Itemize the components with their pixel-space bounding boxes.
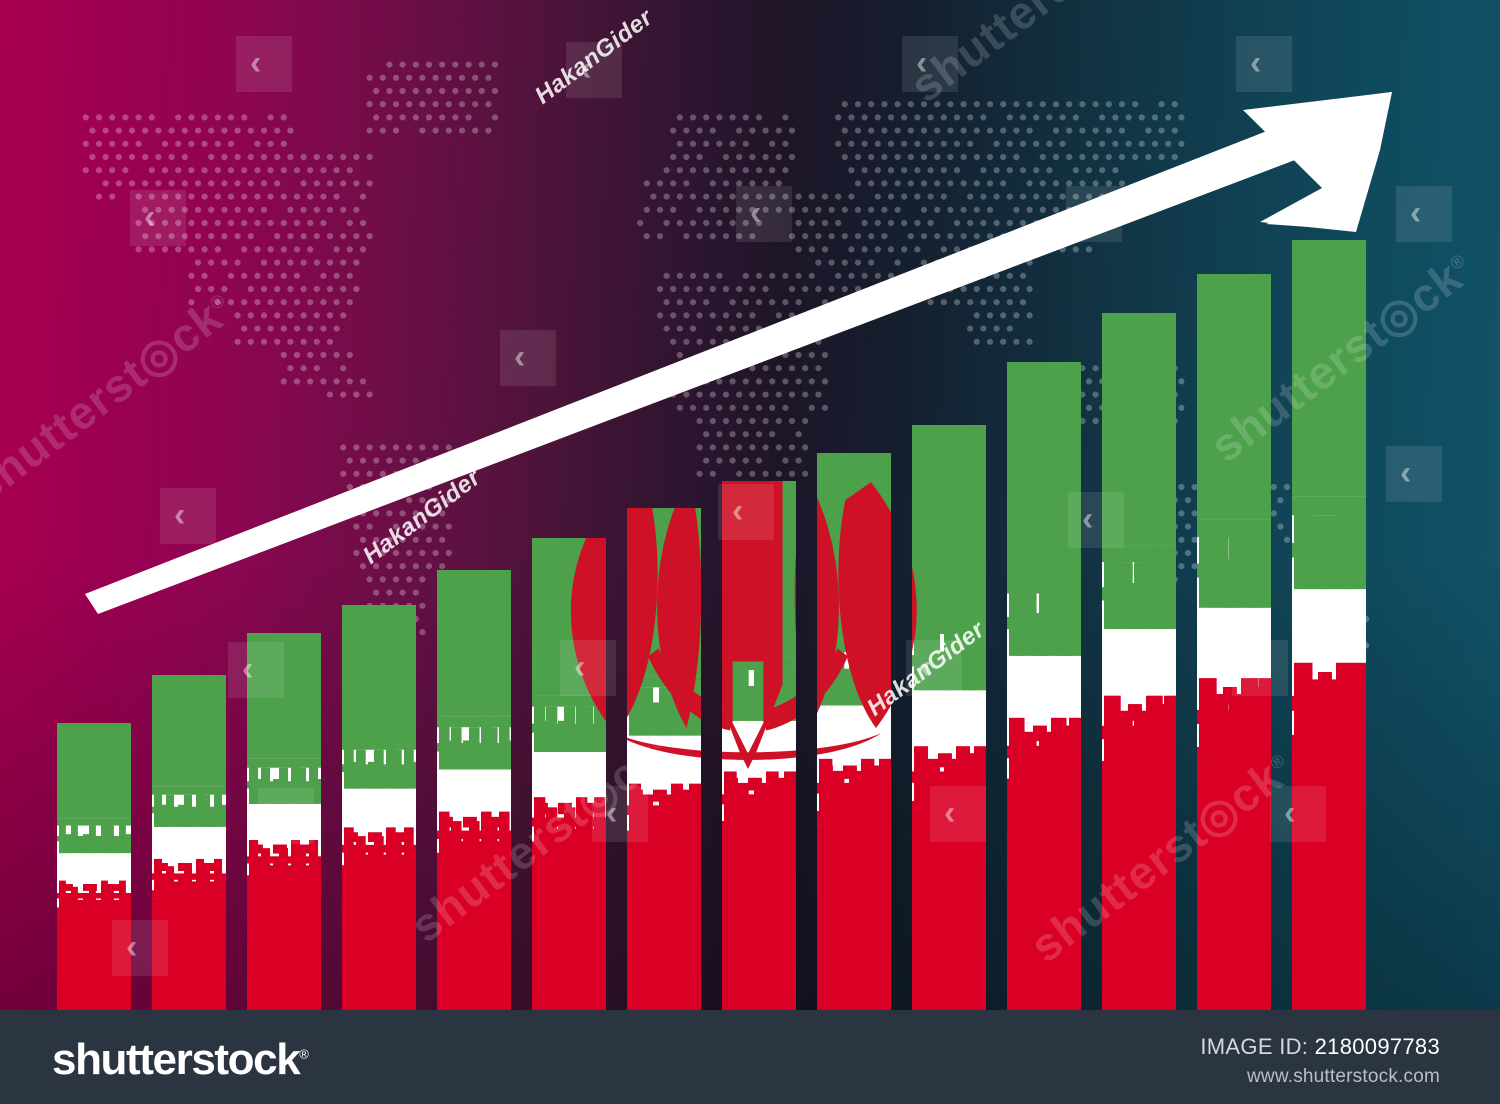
stock-image-artwork: shutterst◎ck® shutterst◎ck® shutterst◎ck… xyxy=(0,0,1500,1010)
image-id-label: IMAGE ID: xyxy=(1200,1034,1309,1059)
website-url: www.shutterstock.com xyxy=(1247,1066,1440,1087)
bar-chart xyxy=(57,240,1379,1010)
logo-wordmark: shutterstock xyxy=(52,1035,301,1084)
shutterstock-logo: shutterstock® xyxy=(52,1035,309,1084)
registered-mark: ® xyxy=(299,1046,309,1062)
image-id-text: IMAGE ID: 2180097783 xyxy=(1200,1034,1440,1060)
growth-arrow-icon xyxy=(85,92,1392,614)
image-id-value: 2180097783 xyxy=(1314,1034,1440,1059)
shutterstock-footer-bar: shutterstock® IMAGE ID: 2180097783 www.s… xyxy=(0,1010,1500,1104)
